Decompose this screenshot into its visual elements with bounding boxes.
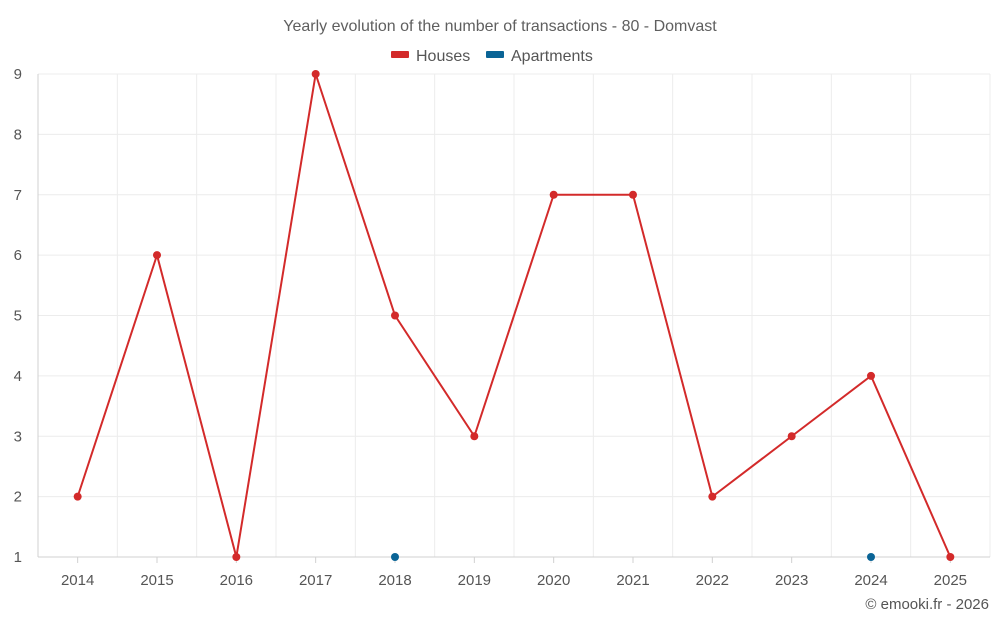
y-tick-label: 9 xyxy=(14,66,22,83)
x-tick-label: 2014 xyxy=(61,572,94,589)
y-tick-label: 2 xyxy=(14,489,22,506)
x-tick-label: 2021 xyxy=(616,572,649,589)
x-tick-label: 2024 xyxy=(854,572,887,589)
data-point-houses-2021[interactable] xyxy=(629,190,637,199)
series-apartments xyxy=(391,553,875,561)
x-tick-label: 2022 xyxy=(696,572,729,589)
x-tick-label: 2018 xyxy=(378,572,411,589)
credit: © emooki.fr - 2026 xyxy=(865,596,989,613)
data-point-apartments-2018[interactable] xyxy=(391,553,399,561)
y-tick-label: 5 xyxy=(14,308,22,325)
x-tick-label: 2019 xyxy=(458,572,491,589)
legend[interactable]: Houses Apartments xyxy=(391,48,593,65)
y-tick-label: 6 xyxy=(14,247,22,264)
y-tick-label: 8 xyxy=(14,126,22,143)
x-axis-labels: 2014 2015 2016 2017 2018 2019 2020 2021 2022 2023… xyxy=(61,572,967,589)
y-tick-label: 7 xyxy=(14,187,22,204)
y-tick-label: 1 xyxy=(14,549,22,566)
legend-label-apartments: Apartments xyxy=(511,48,593,65)
legend-swatch-houses xyxy=(391,51,409,58)
x-tick-label: 2015 xyxy=(140,572,173,589)
chart-title: Yearly evolution of the number of transa… xyxy=(283,18,717,35)
data-point-houses-2018[interactable] xyxy=(391,311,399,320)
y-tick-label: 4 xyxy=(14,368,22,385)
data-point-houses-2022[interactable] xyxy=(708,492,717,501)
data-point-houses-2020[interactable] xyxy=(549,190,558,199)
x-tick-label: 2020 xyxy=(537,572,570,589)
series-houses xyxy=(73,70,955,561)
data-point-houses-2015[interactable] xyxy=(153,251,161,260)
data-point-houses-2016[interactable] xyxy=(232,553,241,561)
legend-swatch-apartments xyxy=(486,51,504,58)
y-axis-labels: 1 2 3 4 5 6 7 8 9 xyxy=(14,66,22,566)
x-tick-label: 2025 xyxy=(934,572,967,589)
series xyxy=(73,70,955,561)
legend-item-houses[interactable]: Houses xyxy=(391,48,470,65)
series-line-houses xyxy=(76,73,952,558)
data-point-houses-2023[interactable] xyxy=(787,432,796,441)
data-point-apartments-2024[interactable] xyxy=(867,553,875,561)
legend-item-apartments[interactable]: Apartments xyxy=(486,48,593,65)
data-point-houses-2017[interactable] xyxy=(311,70,320,78)
legend-label-houses: Houses xyxy=(416,48,470,65)
y-tick-label: 3 xyxy=(14,428,22,445)
grid xyxy=(37,73,991,557)
x-tick-label: 2017 xyxy=(299,572,332,589)
x-tick-label: 2023 xyxy=(775,572,808,589)
data-point-houses-2025[interactable] xyxy=(946,553,955,561)
data-point-houses-2024[interactable] xyxy=(867,371,875,380)
axes xyxy=(37,74,990,563)
x-tick-label: 2016 xyxy=(220,572,253,589)
data-point-houses-2019[interactable] xyxy=(470,432,479,441)
data-point-houses-2014[interactable] xyxy=(73,492,82,501)
